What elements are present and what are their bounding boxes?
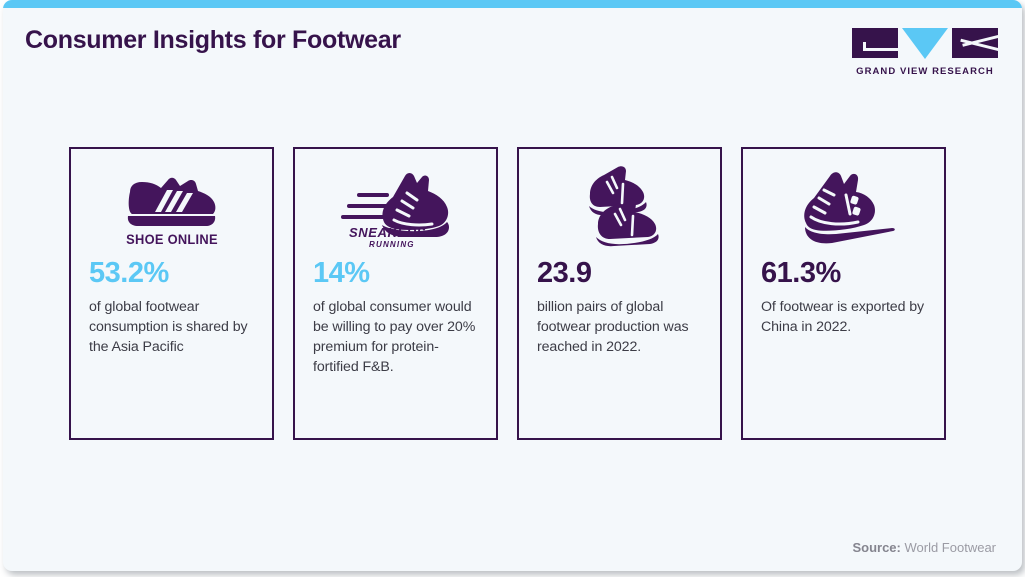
stat-card: SHOE ONLINE 53.2% of global footwear con… <box>69 147 274 440</box>
stat-value: 61.3% <box>761 257 841 289</box>
stat-value: 53.2% <box>89 257 169 289</box>
logo-letter-v-icon <box>902 28 948 59</box>
stat-card: 23.9 billion pairs of global footwear pr… <box>517 147 722 440</box>
stat-card: 61.3% Of footwear is exported by China i… <box>741 147 946 440</box>
source-value: World Footwear <box>904 540 996 555</box>
stat-card: SNEAKERS RUNNING 14% of global consumer … <box>293 147 498 440</box>
logo-letter-r-icon <box>952 28 998 58</box>
infographic-page: Consumer Insights for Footwear GRAND VIE… <box>3 0 1022 571</box>
stat-value: 23.9 <box>537 257 592 289</box>
header: Consumer Insights for Footwear GRAND VIE… <box>3 8 1022 90</box>
sneaker-side-icon-label: SHOE ONLINE <box>126 232 218 248</box>
page-title: Consumer Insights for Footwear <box>25 26 401 54</box>
pair-of-shoes-icon <box>537 149 702 259</box>
stat-description: Of footwear is exported by China in 2022… <box>761 299 925 335</box>
running-sneaker-icon-sublabel: RUNNING <box>369 240 415 249</box>
stat-description: billion pairs of global footwear product… <box>537 299 689 355</box>
logo-letter-g-icon <box>852 28 899 58</box>
logo-marks <box>852 28 998 60</box>
stat-description: of global consumer would be willing to p… <box>313 299 476 375</box>
running-sneaker-icon-label: SNEAKERS <box>349 225 426 240</box>
stat-value: 14% <box>313 257 370 289</box>
logo-wordmark: GRAND VIEW RESEARCH <box>856 66 994 77</box>
sneaker-side-icon: SHOE ONLINE <box>89 149 254 259</box>
top-accent-bar <box>3 0 1022 8</box>
source-label: Source: <box>852 540 901 555</box>
stat-description: of global footwear consumption is shared… <box>89 299 248 355</box>
source-note: Source: World Footwear <box>852 540 996 555</box>
running-sneaker-icon: SNEAKERS RUNNING <box>313 149 478 259</box>
stat-card-list: SHOE ONLINE 53.2% of global footwear con… <box>69 147 946 440</box>
grand-view-research-logo: GRAND VIEW RESEARCH <box>852 28 998 77</box>
speeding-sneaker-icon <box>761 149 926 259</box>
